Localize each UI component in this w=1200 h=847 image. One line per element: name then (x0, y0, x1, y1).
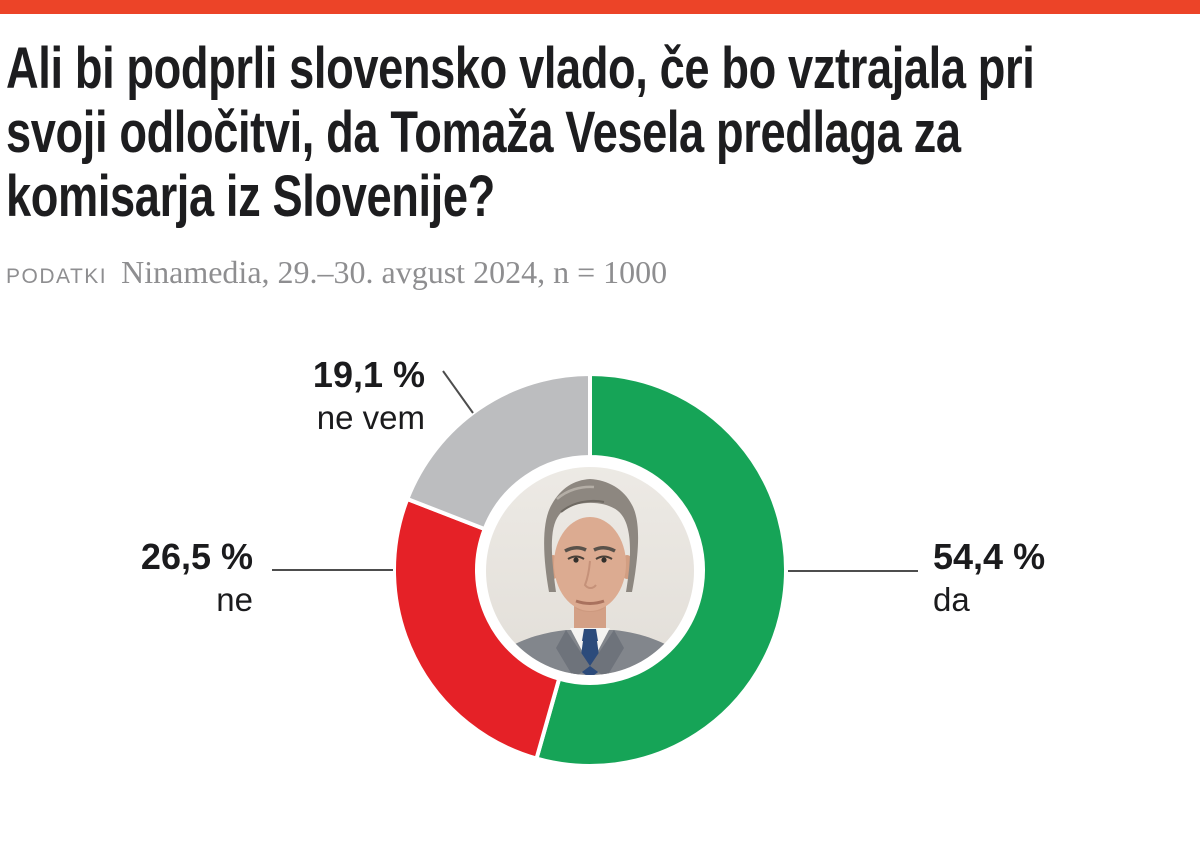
portrait-brow-right (593, 546, 616, 553)
center-portrait-photo (486, 467, 694, 675)
callout-da-label: da (933, 581, 970, 618)
donut-slice-ne (392, 496, 562, 762)
callout-ne-vem: 19,1 % ne vem (313, 352, 425, 438)
portrait-eyelid-right (595, 555, 613, 560)
source-row: PODATKI Ninamedia, 29.–30. avgust 2024, … (6, 254, 667, 291)
portrait-eyelid-left (567, 555, 585, 560)
callout-da-value: 54,4 % (933, 536, 1046, 577)
title-line-3: komisarja iz Slovenije? (6, 164, 495, 229)
source-text: Ninamedia, 29.–30. avgust 2024, n = 1000 (121, 254, 668, 290)
donut-segments (392, 371, 788, 768)
portrait-pupil-right (601, 557, 607, 563)
portrait-nose (583, 560, 597, 589)
portrait-lapel-left (556, 630, 590, 675)
callout-da: 54,4 % da (933, 534, 1045, 620)
portrait-pupil-left (573, 557, 579, 563)
portrait-hair-wave-1 (556, 485, 595, 500)
callout-ne-value: 26,5 % (140, 536, 253, 577)
page-title: Ali bi podprli slovensko vlado, če bo vz… (6, 36, 1035, 229)
portrait-hair-wave-2 (560, 499, 605, 513)
donut-slice-ne-vem (404, 371, 592, 532)
callout-ne-vem-label: ne vem (316, 399, 425, 436)
callout-ne: 26,5 % ne (141, 534, 253, 620)
portrait-mouth (575, 599, 605, 605)
title-line-1: Ali bi podprli slovensko vlado, če bo vz… (6, 36, 1035, 101)
top-accent-bar (0, 0, 1200, 14)
title-line-2: svoji odločitvi, da Tomaža Vesela predla… (6, 100, 961, 165)
leader-line-ne-vem (442, 370, 474, 414)
portrait-brow-left (564, 546, 587, 553)
source-label: PODATKI (6, 265, 108, 288)
portrait-lapel-right (590, 630, 624, 675)
donut-slice-da (534, 371, 788, 768)
callout-ne-label: ne (216, 581, 253, 618)
portrait-tie-knot (582, 629, 598, 641)
callout-ne-vem-value: 19,1 % (312, 354, 425, 395)
leader-lines (272, 370, 918, 572)
